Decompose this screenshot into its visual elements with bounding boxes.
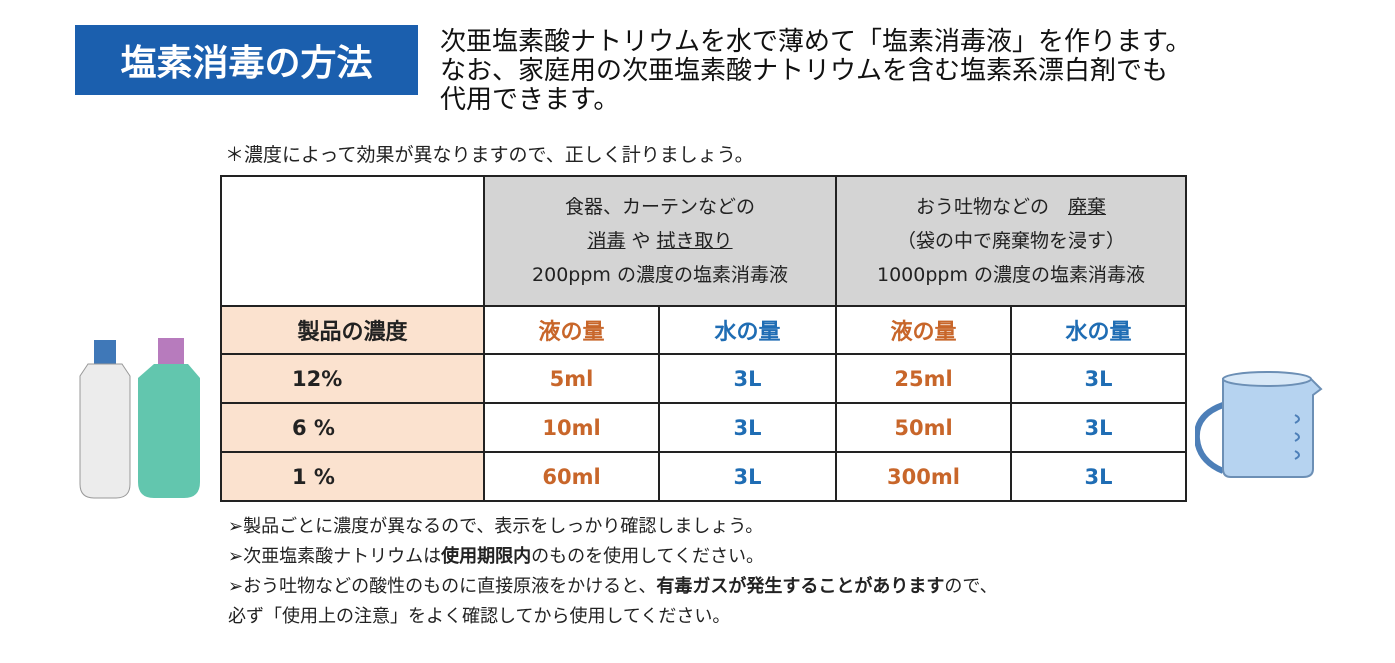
note-text: ので、 xyxy=(944,576,998,597)
note-line: ➢おう吐物などの酸性のものに直接原液をかけると、有毒ガスが発生することがあります… xyxy=(228,572,998,602)
cup-illustration xyxy=(1195,371,1323,478)
amount-cell: 10ml xyxy=(483,402,660,453)
amount-cell: 3L xyxy=(1010,451,1187,502)
empty-cell xyxy=(220,175,485,307)
note-text: 使用期限内 xyxy=(441,546,532,567)
amount-cell: 60ml xyxy=(483,451,660,502)
notes: ➢製品ごとに濃度が異なるので、表示をしっかり確認しましょう。 ➢次亜塩素酸ナトリウ… xyxy=(228,512,998,632)
amount-cell: 5ml xyxy=(483,353,660,404)
subheader: 製品の濃度 xyxy=(220,305,485,355)
subheader: 液の量 xyxy=(835,305,1012,355)
text: 食器、カーテンなどの xyxy=(564,196,755,218)
note-text: 有毒ガスが発生することがあります xyxy=(656,576,945,597)
subheader: 水の量 xyxy=(1010,305,1187,355)
text: 拭き取り xyxy=(656,230,733,252)
subheader: 水の量 xyxy=(658,305,837,355)
text: 200ppm の濃度の塩素消毒液 xyxy=(532,264,788,286)
concentration-cell: 1 % xyxy=(220,451,485,502)
note-text: ➢製品ごとに濃度が異なるので、表示をしっかり確認しましょう。 xyxy=(228,516,764,537)
description-line: 次亜塩素酸ナトリウムを水で薄めて「塩素消毒液」を作ります。 xyxy=(440,27,1192,57)
dilution-table: 食器、カーテンなどの 消毒 や 拭き取り 200ppm の濃度の塩素消毒液 おう… xyxy=(220,175,1187,502)
table-row: 6 % 10ml 3L 50ml 3L xyxy=(220,402,1187,453)
amount-cell: 3L xyxy=(1010,353,1187,404)
table-row: 12% 5ml 3L 25ml 3L xyxy=(220,353,1187,404)
amount-cell: 3L xyxy=(658,402,837,453)
text: 廃棄 xyxy=(1068,196,1107,218)
concentration-cell: 6 % xyxy=(220,402,485,453)
note-line: ➢製品ごとに濃度が異なるので、表示をしっかり確認しましょう。 xyxy=(228,512,998,542)
description: 次亜塩素酸ナトリウムを水で薄めて「塩素消毒液」を作ります。 なお、家庭用の次亜塩… xyxy=(440,28,1191,115)
description-line: 代用できます。 xyxy=(440,85,620,115)
note-text: ➢おう吐物などの酸性のものに直接原液をかけると、 xyxy=(228,576,657,597)
group-header: 食器、カーテンなどの 消毒 や 拭き取り 200ppm の濃度の塩素消毒液 xyxy=(483,175,837,307)
concentration-cell: 12% xyxy=(220,353,485,404)
amount-cell: 3L xyxy=(1010,402,1187,453)
text: （袋の中で廃棄物を浸す） xyxy=(896,230,1125,252)
subheader: 液の量 xyxy=(483,305,660,355)
group-header: おう吐物などの 廃棄 （袋の中で廃棄物を浸す） 1000ppm の濃度の塩素消毒… xyxy=(835,175,1187,307)
amount-cell: 3L xyxy=(658,353,837,404)
amount-cell: 25ml xyxy=(835,353,1012,404)
text: 消毒 xyxy=(587,230,626,252)
description-line: なお、家庭用の次亜塩素酸ナトリウムを含む塩素系漂白剤でも xyxy=(440,56,1169,86)
title: 塩素消毒の方法 xyxy=(75,25,418,95)
text: 1000ppm の濃度の塩素消毒液 xyxy=(876,264,1146,286)
note: ＊濃度によって効果が異なりますので、正しく計りましょう。 xyxy=(225,144,754,166)
note-text: 必ず「使用上の注意」をよく確認してから使用してください。 xyxy=(228,606,731,627)
note-text: ➢次亜塩素酸ナトリウムは xyxy=(228,546,442,567)
bottles-illustration xyxy=(79,338,200,499)
note-line: ➢次亜塩素酸ナトリウムは使用期限内のものを使用してください。 xyxy=(228,542,998,572)
amount-cell: 50ml xyxy=(835,402,1012,453)
text: おう吐物などの xyxy=(915,196,1068,218)
text: や xyxy=(625,230,657,252)
note-text: のものを使用してください。 xyxy=(531,546,765,567)
amount-cell: 3L xyxy=(658,451,837,502)
note-line: 必ず「使用上の注意」をよく確認してから使用してください。 xyxy=(228,602,998,632)
amount-cell: 300ml xyxy=(835,451,1012,502)
table-row: 1 % 60ml 3L 300ml 3L xyxy=(220,451,1187,502)
